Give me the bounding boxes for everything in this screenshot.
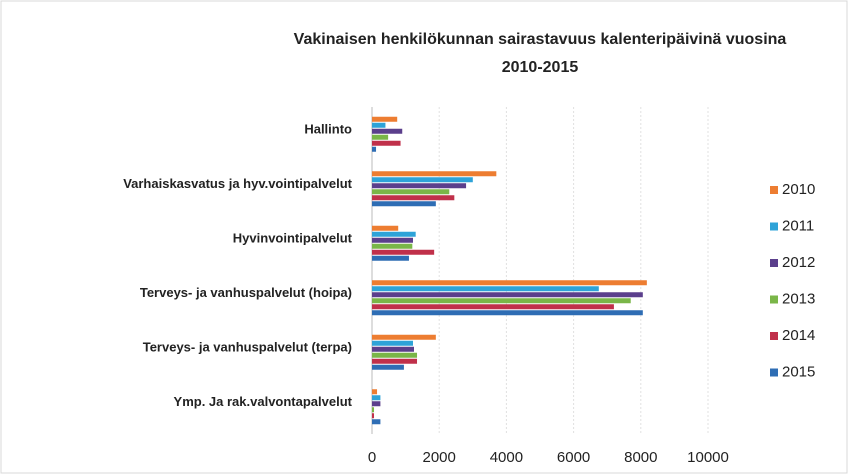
bar <box>372 183 467 189</box>
bar <box>372 201 436 207</box>
bar <box>372 237 413 243</box>
bar <box>372 364 404 370</box>
legend-swatch <box>770 332 778 340</box>
bar <box>372 346 414 352</box>
bar <box>372 189 450 195</box>
legend-label: 2013 <box>782 290 815 307</box>
bar <box>372 389 378 395</box>
chart-title: Vakinaisen henkilökunnan sairastavuus ka… <box>294 31 787 48</box>
y-tick-label: Terveys- ja vanhuspalvelut (hoipa) <box>140 285 352 300</box>
legend-label: 2014 <box>782 327 815 344</box>
bar <box>372 419 381 425</box>
bar <box>372 352 418 358</box>
bar <box>372 134 389 140</box>
bar <box>372 171 497 177</box>
y-tick-label: Ymp. Ja rak.valvontapalvelut <box>174 394 353 409</box>
bar <box>372 334 436 340</box>
bar <box>372 122 386 128</box>
chart-title: 2010-2015 <box>502 59 579 76</box>
legend-label: 2010 <box>782 181 815 198</box>
x-tick-label: 0 <box>368 449 376 466</box>
x-tick-label: 4000 <box>490 449 523 466</box>
bar <box>372 249 435 255</box>
legend-swatch <box>770 259 778 267</box>
legend-swatch <box>770 295 778 304</box>
legend-swatch <box>770 368 778 377</box>
bar <box>372 304 614 310</box>
bar <box>372 280 647 286</box>
x-tick-label: 2000 <box>423 449 456 466</box>
bar <box>372 116 398 122</box>
bar <box>372 358 418 364</box>
legend-label: 2012 <box>782 254 815 271</box>
bar <box>372 407 375 413</box>
bar <box>372 286 599 292</box>
y-tick-label: Terveys- ja vanhuspalvelut (terpa) <box>143 340 352 355</box>
bar <box>372 401 381 407</box>
x-tick-label: 8000 <box>624 449 657 466</box>
bar <box>372 177 473 183</box>
legend-swatch <box>770 186 778 194</box>
bar <box>372 140 401 146</box>
bar <box>372 298 631 304</box>
bar <box>372 128 403 134</box>
bar <box>372 146 377 152</box>
bar <box>372 395 381 401</box>
bar <box>372 310 643 316</box>
y-tick-label: Varhaiskasvatus ja hyv.vointipalvelut <box>123 176 352 191</box>
y-tick-label: Hallinto <box>304 122 352 137</box>
x-tick-label: 10000 <box>687 449 729 466</box>
bar <box>372 195 455 201</box>
y-tick-label: Hyvinvointipalvelut <box>233 231 353 246</box>
bar <box>372 231 416 237</box>
bar <box>372 292 643 298</box>
bar <box>372 243 413 249</box>
bar <box>372 340 413 346</box>
x-tick-label: 6000 <box>557 449 590 466</box>
legend-label: 2015 <box>782 363 815 380</box>
bar <box>372 413 375 419</box>
legend-label: 2011 <box>782 217 814 234</box>
bar <box>372 255 409 261</box>
legend-swatch <box>770 222 778 231</box>
bar <box>372 225 399 231</box>
